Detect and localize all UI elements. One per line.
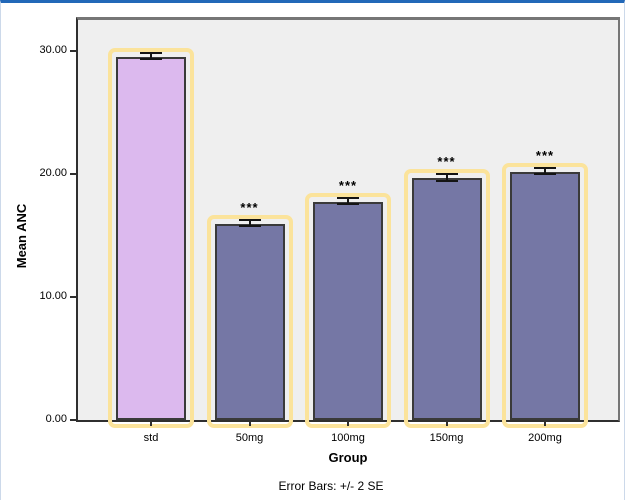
x-tick-mark <box>248 421 251 426</box>
bar-50mg[interactable] <box>206 214 293 428</box>
bar-fill-std <box>116 56 186 420</box>
error-bar-cap <box>140 51 162 54</box>
bar-fill-200mg <box>510 172 580 420</box>
bar-fill-50mg <box>214 223 285 420</box>
x-tick-label: 50mg <box>235 432 264 444</box>
error-bar-cap <box>238 225 261 228</box>
significance-stars: *** <box>437 154 456 170</box>
x-tick-mark <box>544 421 546 426</box>
x-tick-label: 150mg <box>429 432 464 444</box>
y-tick-label: 10.00 <box>39 290 67 302</box>
y-tick-mark <box>70 50 76 52</box>
x-tick-label: 200mg <box>528 432 562 444</box>
y-tick-mark <box>70 173 76 175</box>
error-bar-cap <box>435 179 458 182</box>
bar-std[interactable] <box>108 47 194 428</box>
bar-fill-150mg <box>411 178 482 420</box>
y-tick-mark <box>70 419 76 421</box>
error-bar-cap <box>238 218 261 221</box>
error-bar-line <box>445 173 448 182</box>
error-bar-line <box>248 218 251 228</box>
y-tick-label: 30.00 <box>39 44 67 56</box>
significance-stars: *** <box>240 199 259 215</box>
significance-stars: *** <box>535 148 555 164</box>
x-tick-mark <box>445 421 448 426</box>
plot-area: *** *** *** *** <box>76 17 620 428</box>
error-bar-cap <box>337 202 359 205</box>
error-bar-line <box>544 167 546 176</box>
error-bars-footnote: Error Bars: +/- 2 SE <box>278 479 384 493</box>
error-bar-line <box>347 196 349 205</box>
significance-stars: *** <box>338 177 358 193</box>
error-bar-cap <box>140 57 162 60</box>
x-axis-title: Group <box>328 450 368 465</box>
y-tick-label: 20.00 <box>39 167 67 179</box>
x-tick-label: std <box>143 432 159 444</box>
y-axis-title: Mean ANC <box>14 203 29 269</box>
y-tick-label: 0.00 <box>45 413 67 425</box>
bar-fill-100mg <box>313 201 383 420</box>
bar-200mg[interactable] <box>502 163 588 428</box>
error-bar-cap <box>337 196 359 199</box>
x-tick-mark <box>347 421 349 426</box>
bar-100mg[interactable] <box>305 192 391 428</box>
error-bar-cap <box>435 173 458 176</box>
error-bar-line <box>150 51 152 60</box>
y-tick-mark <box>70 296 76 298</box>
bar-150mg[interactable] <box>403 169 490 428</box>
error-bar-cap <box>534 173 556 176</box>
error-bar-cap <box>534 167 556 170</box>
x-tick-mark <box>150 421 152 426</box>
x-tick-label: 100mg <box>331 432 365 444</box>
